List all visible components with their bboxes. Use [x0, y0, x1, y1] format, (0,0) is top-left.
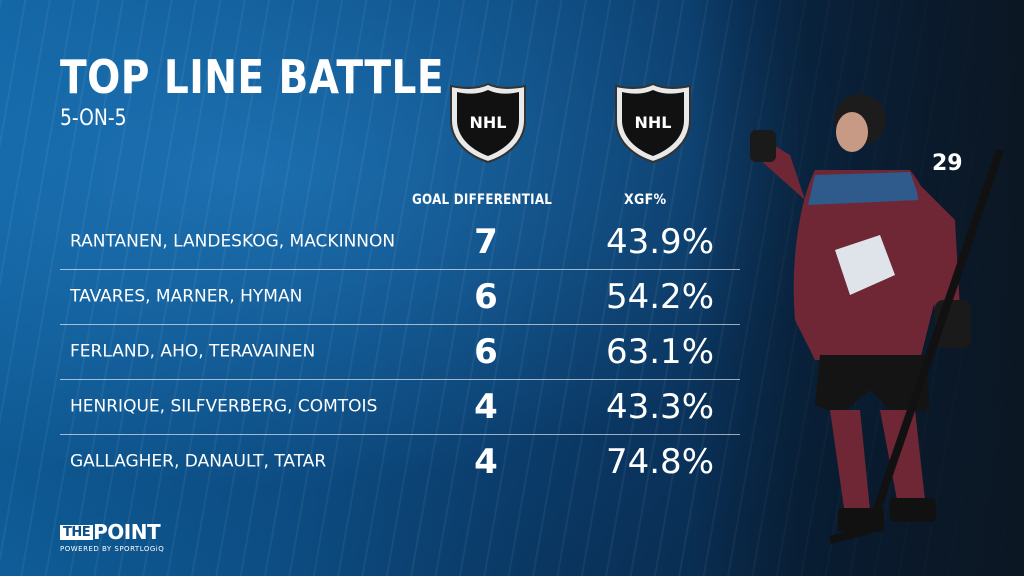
jersey-number: 29 [932, 151, 963, 176]
logo-the: THE [60, 525, 94, 540]
goal-differential-value: 7 [474, 222, 498, 262]
player-illustration: 29 [750, 94, 1004, 544]
line-names: FERLAND, AHO, TERAVAINEN [70, 341, 316, 362]
table-row: TAVARES, MARNER, HYMAN 6 54.2% [60, 270, 740, 325]
page-title: TOP LINE BATTLE [60, 50, 444, 104]
column-header-goal-differential: GOAL DIFFERENTIAL [412, 192, 553, 208]
lines-table: RANTANEN, LANDESKOG, MACKINNON 7 43.9% T… [60, 215, 740, 489]
page-subtitle: 5-ON-5 [60, 106, 127, 131]
xgf-value: 43.9% [605, 222, 714, 262]
svg-text:NHL: NHL [470, 113, 507, 132]
nhl-shield-icon: NHL [615, 82, 691, 164]
goal-differential-value: 4 [474, 442, 498, 482]
logo-powered-by: POWERED BY SPORTLOGiQ [60, 545, 165, 553]
svg-text:NHL: NHL [635, 113, 672, 132]
column-header-xgf: XGF% [624, 192, 667, 208]
table-row: RANTANEN, LANDESKOG, MACKINNON 7 43.9% [60, 215, 740, 270]
table-row: GALLAGHER, DANAULT, TATAR 4 74.8% [60, 435, 740, 489]
the-point-logo: THE POINT POWERED BY SPORTLOGiQ [60, 520, 164, 553]
goal-differential-value: 6 [474, 277, 498, 317]
table-row: FERLAND, AHO, TERAVAINEN 6 63.1% [60, 325, 740, 380]
xgf-value: 54.2% [605, 277, 714, 317]
line-names: HENRIQUE, SILFVERBERG, COMTOIS [70, 396, 378, 417]
xgf-value: 63.1% [605, 332, 714, 372]
xgf-value: 43.3% [605, 387, 714, 427]
line-names: TAVARES, MARNER, HYMAN [70, 286, 303, 307]
goal-differential-value: 4 [474, 387, 498, 427]
xgf-value: 74.8% [605, 442, 714, 482]
nhl-shield-icon: NHL [450, 82, 526, 164]
line-names: RANTANEN, LANDESKOG, MACKINNON [70, 231, 396, 252]
line-names: GALLAGHER, DANAULT, TATAR [70, 451, 327, 472]
goal-differential-value: 6 [474, 332, 498, 372]
table-row: HENRIQUE, SILFVERBERG, COMTOIS 4 43.3% [60, 380, 740, 435]
logo-point: POINT [93, 520, 161, 544]
